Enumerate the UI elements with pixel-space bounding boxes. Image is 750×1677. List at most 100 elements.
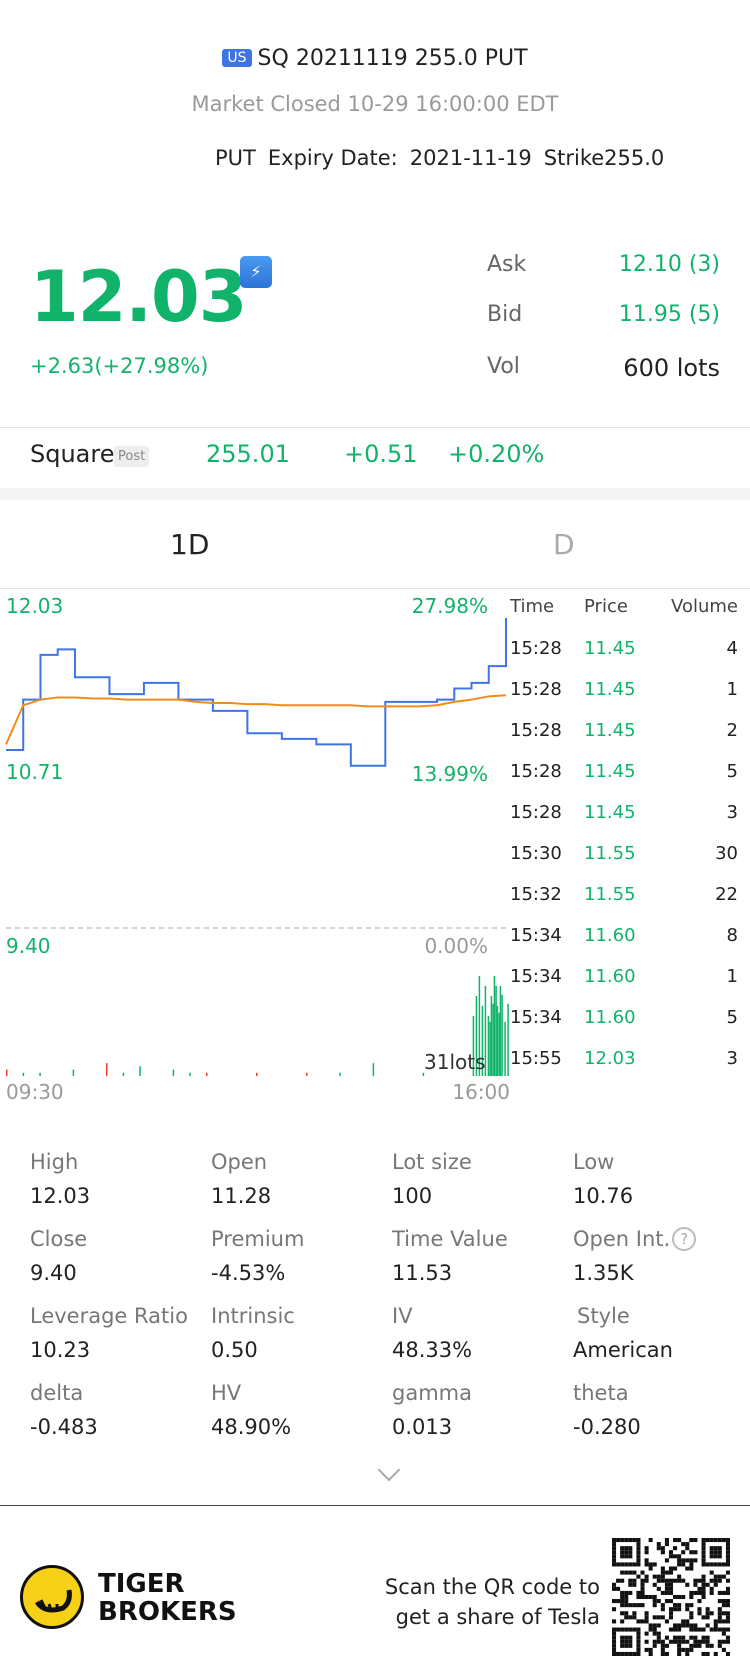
vol-row: Vol 600 lots	[487, 354, 720, 384]
trade-price: 11.55	[584, 843, 636, 864]
volume-bar	[504, 1021, 506, 1076]
trade-time: 15:28	[510, 720, 562, 741]
stat-premium: Premium -4.53%	[211, 1227, 305, 1285]
stat-low: Low 10.76	[573, 1150, 634, 1208]
stat-intrinsic: Intrinsic 0.50	[211, 1304, 295, 1362]
contract-info: PUT Expiry Date: 2021-11-19 Strike255.0	[215, 146, 676, 170]
col-volume: Volume	[671, 596, 738, 617]
trade-row: 15:28 11.45 4	[510, 638, 742, 668]
trade-row: 15:34 11.60 8	[510, 925, 742, 955]
stat-time-value: Time Value 11.53	[392, 1227, 508, 1285]
trade-price: 12.03	[584, 1048, 636, 1069]
bid-row: Bid 11.95 (5)	[487, 302, 720, 332]
bid-value: 11.95 (5)	[618, 302, 720, 327]
volume-bar	[122, 1072, 125, 1076]
volume-bar	[106, 1063, 108, 1076]
section-gap	[0, 488, 750, 500]
volume-bar	[484, 986, 487, 1076]
tab-divider	[0, 588, 750, 589]
chevron-down-icon[interactable]	[377, 1458, 401, 1482]
chart-time-start: 09:30	[6, 1080, 64, 1104]
trade-volume: 22	[715, 884, 738, 905]
trade-volume: 5	[726, 1007, 738, 1028]
volume-bar	[495, 985, 497, 1076]
underlying-change-pct: +0.20%	[448, 440, 545, 468]
trade-volume: 1	[726, 679, 738, 700]
trade-price: 11.60	[584, 925, 636, 946]
chart-time-end: 16:00	[452, 1080, 510, 1104]
stat-delta: delta -0.483	[30, 1381, 98, 1439]
chart-vol-pct: 0.00%	[424, 934, 488, 958]
stat-close: Close 9.40	[30, 1227, 88, 1285]
volume-bar	[487, 1016, 490, 1076]
volume-bar	[6, 1069, 8, 1076]
tab-1d[interactable]: 1D	[170, 528, 210, 561]
volume-bar	[475, 996, 478, 1076]
volume-bar	[472, 1016, 475, 1076]
vol-value: 600 lots	[623, 354, 720, 382]
contract-name: SQ 20211119 255.0 PUT	[257, 46, 528, 71]
trade-time: 15:28	[510, 638, 562, 659]
chart-price-low: 10.71	[6, 760, 64, 784]
col-price: Price	[584, 596, 628, 617]
trade-row: 15:32 11.55 22	[510, 884, 742, 914]
market-badge: US	[222, 49, 252, 67]
trade-price: 11.45	[584, 679, 636, 700]
intraday-chart[interactable]: 12.03 10.71 27.98% 13.99% 9.40 0.00% 31l…	[0, 588, 510, 1118]
volume-bar	[306, 1072, 308, 1076]
stat-style: Style American	[573, 1304, 673, 1362]
qr-code-icon	[612, 1538, 730, 1656]
lightning-icon[interactable]: ⚡	[240, 256, 272, 288]
volume-bar	[496, 1006, 499, 1076]
stat-theta: theta -0.280	[573, 1381, 641, 1439]
price-change: +2.63(+27.98%)	[30, 354, 209, 378]
expiry-label: Expiry Date:	[267, 146, 398, 170]
trade-volume: 30	[715, 843, 738, 864]
trade-volume: 1	[726, 966, 738, 987]
stat-hv: HV 48.90%	[211, 1381, 292, 1439]
trade-time: 15:28	[510, 761, 562, 782]
trade-volume: 5	[726, 761, 738, 782]
strike-value: 255.0	[604, 146, 665, 170]
volume-bar	[189, 1072, 191, 1076]
volume-bar	[172, 1069, 175, 1076]
trade-row: 15:28 11.45 2	[510, 720, 742, 750]
trade-time: 15:32	[510, 884, 562, 905]
trade-time: 15:34	[510, 966, 562, 987]
volume-bar	[481, 1006, 484, 1076]
volume-bar	[339, 1072, 341, 1076]
stat-gamma: gamma 0.013	[392, 1381, 472, 1439]
chart-pct-high: 27.98%	[411, 594, 488, 618]
trade-list-header: Time Price Volume	[510, 596, 742, 626]
volume-bar	[478, 976, 481, 1076]
chart-svg	[5, 618, 509, 1076]
trade-row: 15:30 11.55 30	[510, 843, 742, 873]
series-line-1	[5, 694, 507, 745]
trade-time: 15:28	[510, 802, 562, 823]
brand-name: TIGER BROKERS	[98, 1569, 237, 1627]
tiger-logo-icon	[20, 1565, 84, 1629]
trade-time: 15:28	[510, 679, 562, 700]
volume-bar	[422, 1072, 425, 1076]
help-icon[interactable]: ?	[672, 1227, 697, 1251]
chart-vol-price: 9.40	[6, 934, 51, 958]
trade-volume: 3	[726, 802, 738, 823]
volume-bar	[507, 1003, 509, 1076]
trade-time: 15:34	[510, 925, 562, 946]
footer-divider	[0, 1505, 750, 1506]
volume-bar	[372, 1063, 375, 1076]
session-badge: Post	[114, 446, 150, 467]
stat-open: Open 11.28	[211, 1150, 272, 1208]
trade-row: 15:28 11.45 3	[510, 802, 742, 832]
bid-label: Bid	[487, 302, 523, 327]
chart-price-high: 12.03	[6, 594, 64, 618]
strike-label: Strike	[543, 146, 605, 170]
trade-price: 11.45	[584, 638, 636, 659]
volume-bar	[72, 1069, 75, 1076]
trade-volume: 3	[726, 1048, 738, 1069]
volume-bar	[206, 1072, 208, 1076]
stat-high: High 12.03	[30, 1150, 91, 1208]
tab-daily[interactable]: D	[553, 528, 575, 561]
volume-bar	[490, 996, 493, 1076]
stat-lot-size: Lot size 100	[392, 1150, 472, 1208]
